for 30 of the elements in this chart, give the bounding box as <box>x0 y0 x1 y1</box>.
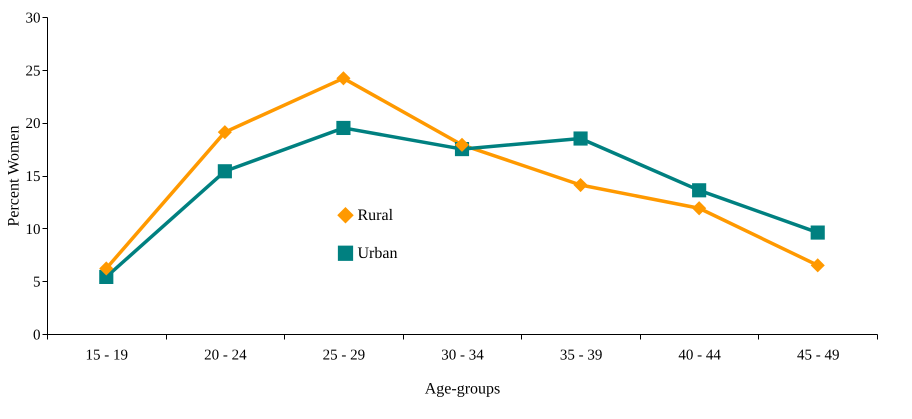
point <box>692 183 706 198</box>
point <box>218 125 232 140</box>
x-tick-label: 30 - 34 <box>441 348 484 364</box>
point <box>692 201 706 216</box>
x-tick-label: 20 - 24 <box>204 348 248 364</box>
y-tick-label: 30 <box>26 10 40 26</box>
x-tick-label: 15 - 19 <box>86 348 128 364</box>
x-tick-label: 25 - 29 <box>322 348 366 364</box>
point <box>810 258 825 272</box>
y-tick-label: 10 <box>26 222 40 238</box>
point <box>99 261 114 276</box>
y-tick-label: 20 <box>26 116 40 132</box>
point <box>574 131 588 146</box>
point <box>810 225 825 240</box>
x-tick-label: 40 - 44 <box>678 348 722 364</box>
y-axis-title: Percent Women <box>6 125 22 227</box>
x-tick-label: 45 - 49 <box>796 348 840 364</box>
point <box>574 178 588 192</box>
point <box>336 71 350 86</box>
legend-label: Urban <box>358 245 398 262</box>
y-tick-label: 15 <box>26 169 40 185</box>
point <box>336 120 350 136</box>
x-axis-title: Age-groups <box>424 380 500 398</box>
y-tick-label: 0 <box>33 328 40 344</box>
y-tick-label: 25 <box>26 63 40 80</box>
point <box>454 138 470 152</box>
y-tick-label: 5 <box>33 274 40 291</box>
point <box>218 164 232 178</box>
x-tick-label: 35 - 39 <box>560 348 602 364</box>
legend-label: Rural <box>358 207 394 224</box>
